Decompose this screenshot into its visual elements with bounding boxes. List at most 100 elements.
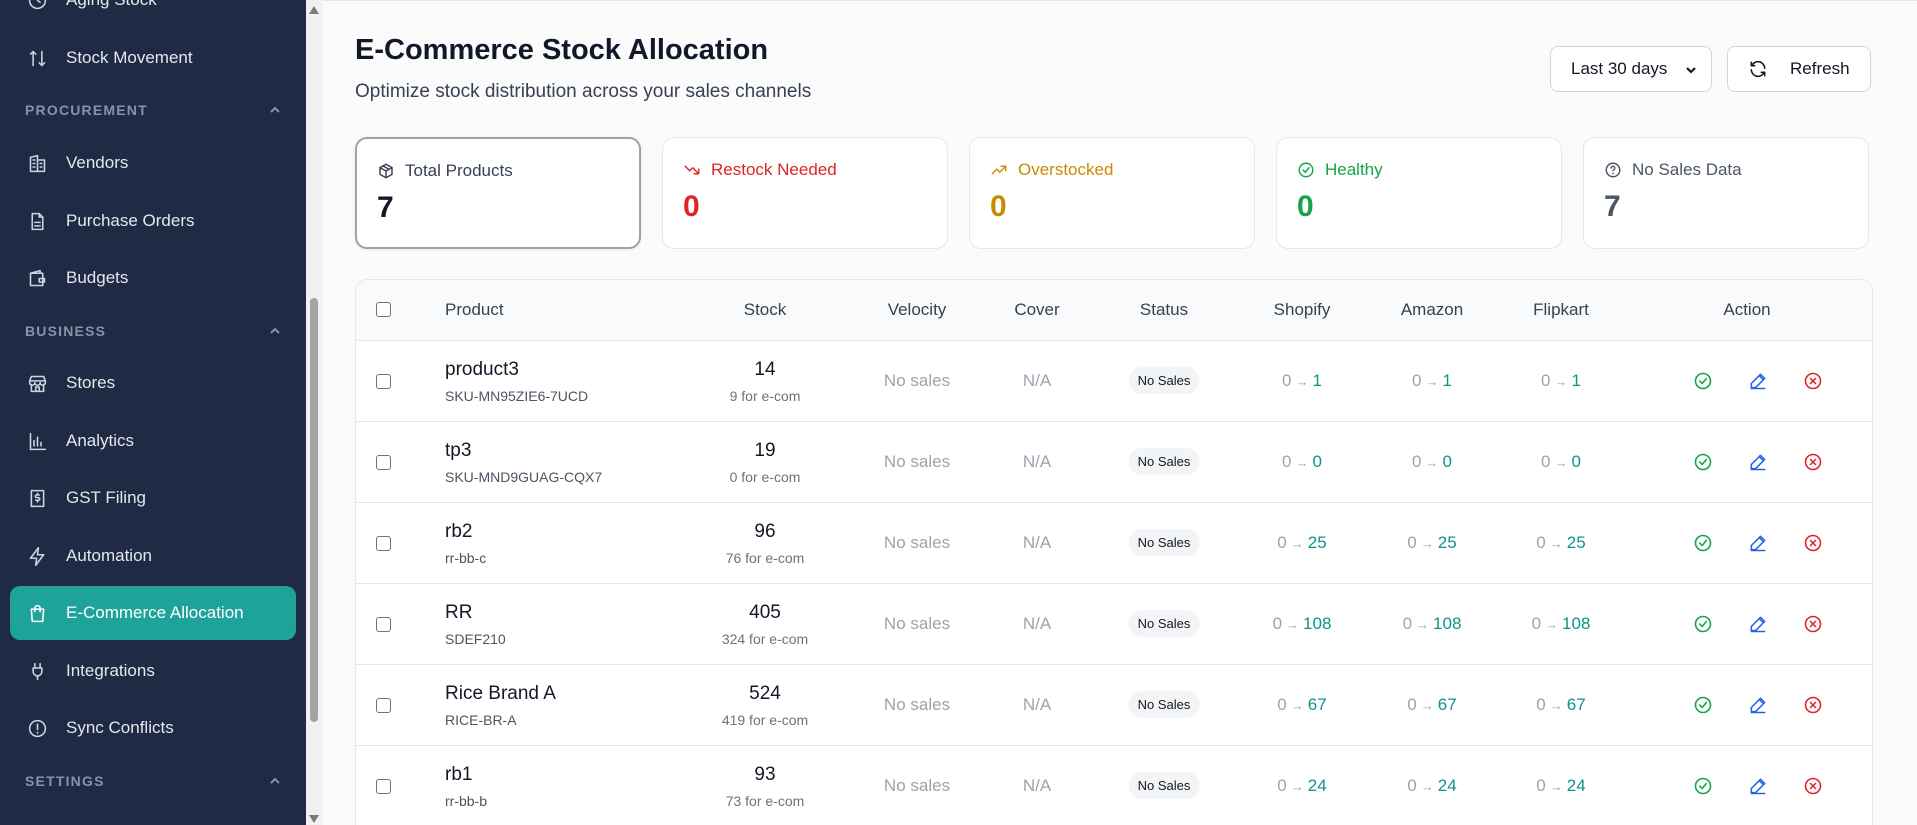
arrows-up-down-icon [26, 47, 48, 69]
sidebar-item-gst-filing[interactable]: GST Filing [10, 471, 296, 525]
column-header-stock[interactable]: Stock [743, 300, 787, 319]
reject-button[interactable] [1802, 694, 1824, 716]
reject-button[interactable] [1802, 532, 1824, 554]
cover-value: N/A [1022, 533, 1052, 552]
stat-card-no-sales-data[interactable]: No Sales Data 7 [1583, 137, 1869, 249]
section-settings[interactable]: SETTINGS [25, 773, 281, 789]
column-header-status[interactable]: Status [1139, 300, 1189, 319]
scroll-thumb[interactable] [310, 298, 318, 722]
table-header: Product Stock Velocity Cover Status Shop… [356, 280, 1872, 341]
edit-button[interactable] [1747, 532, 1769, 554]
ecom-stock: 73 for e-com [725, 793, 805, 809]
pencil-icon [1750, 616, 1766, 633]
sidebar-item-sync-conflicts[interactable]: Sync Conflicts [10, 701, 296, 755]
current-allocation: 0 [1536, 533, 1546, 552]
arrow-right-icon: → [1425, 373, 1439, 389]
help-circle-icon [1605, 162, 1621, 178]
status-badge: No Sales [1128, 529, 1200, 556]
arrow-right-icon: → [1290, 535, 1304, 551]
column-header-cover[interactable]: Cover [1014, 300, 1060, 319]
pencil-icon [1750, 697, 1766, 714]
sidebar-item-aging-stock[interactable]: Aging Stock [10, 0, 296, 27]
column-header-flipkart[interactable]: Flipkart [1533, 300, 1589, 319]
velocity-value: No sales [883, 371, 951, 390]
edit-button[interactable] [1747, 775, 1769, 797]
sidebar-item-stock-movement[interactable]: Stock Movement [10, 31, 296, 85]
ecom-stock: 76 for e-com [725, 550, 805, 566]
alert-circle-icon [26, 717, 48, 739]
stat-label: Total Products [405, 161, 513, 180]
sidebar-item-vendors[interactable]: Vendors [10, 136, 296, 190]
select-all-checkbox[interactable] [376, 302, 391, 317]
arrow-right-icon: → [1420, 778, 1434, 794]
approve-button[interactable] [1692, 775, 1714, 797]
reject-button[interactable] [1802, 775, 1824, 797]
approve-button[interactable] [1692, 613, 1714, 635]
current-allocation: 0 [1536, 776, 1546, 795]
section-procurement[interactable]: PROCUREMENT [25, 102, 281, 118]
refresh-icon [1750, 60, 1766, 78]
approve-button[interactable] [1692, 532, 1714, 554]
stat-card-healthy[interactable]: Healthy 0 [1276, 137, 1562, 249]
row-checkbox[interactable] [376, 455, 391, 470]
stat-card-total-products[interactable]: Total Products 7 [355, 137, 641, 249]
sidebar-item-ecommerce-allocation[interactable]: E-Commerce Allocation [10, 586, 296, 640]
suggested-allocation: 108 [1433, 614, 1462, 633]
current-allocation: 0 [1277, 695, 1287, 714]
edit-button[interactable] [1747, 451, 1769, 473]
row-checkbox[interactable] [376, 698, 391, 713]
sidebar-item-label: Purchase Orders [66, 211, 195, 230]
scroll-down-arrow[interactable] [309, 815, 319, 823]
reject-button[interactable] [1802, 370, 1824, 392]
approve-button[interactable] [1692, 370, 1714, 392]
status-badge: No Sales [1128, 772, 1200, 799]
ecom-stock: 324 for e-com [721, 631, 809, 647]
sidebar-item-stores[interactable]: Stores [10, 356, 296, 410]
column-header-action: Action [1723, 300, 1771, 319]
product-name: RR [445, 602, 473, 623]
sidebar-item-label: Sync Conflicts [66, 718, 174, 737]
date-range-select[interactable]: Last 30 days [1550, 46, 1712, 92]
stat-card-overstocked[interactable]: Overstocked 0 [969, 137, 1255, 249]
sidebar-item-purchase-orders[interactable]: Purchase Orders [10, 194, 296, 248]
section-business[interactable]: BUSINESS [25, 323, 281, 339]
sidebar-item-label: Aging Stock [66, 0, 157, 10]
sidebar-item-budgets[interactable]: Budgets [10, 251, 296, 305]
arrow-right-icon: → [1290, 697, 1304, 713]
row-checkbox[interactable] [376, 779, 391, 794]
sidebar-scrollbar[interactable] [306, 0, 322, 825]
status-badge: No Sales [1128, 691, 1200, 718]
product-sku: SDEF210 [445, 631, 506, 647]
stock-quantity: 524 [749, 683, 781, 704]
scroll-up-arrow[interactable] [309, 6, 319, 14]
column-header-velocity[interactable]: Velocity [887, 300, 947, 319]
row-checkbox[interactable] [376, 536, 391, 551]
sidebar-item-analytics[interactable]: Analytics [10, 414, 296, 468]
edit-button[interactable] [1747, 694, 1769, 716]
column-header-shopify[interactable]: Shopify [1273, 300, 1331, 319]
edit-button[interactable] [1747, 370, 1769, 392]
refresh-button[interactable]: Refresh [1727, 46, 1871, 92]
table-row: tp3 SKU-MND9GUAG-CQX7 19 0 for e-com No sale… [356, 422, 1872, 503]
product-sku: RICE-BR-A [445, 712, 517, 728]
row-checkbox[interactable] [376, 617, 391, 632]
bar-chart-icon [26, 430, 48, 452]
current-allocation: 0 [1412, 371, 1422, 390]
sidebar-item-label: E-Commerce Allocation [66, 603, 244, 622]
cover-value: N/A [1022, 695, 1052, 714]
edit-button[interactable] [1747, 613, 1769, 635]
arrow-right-icon: → [1420, 535, 1434, 551]
reject-button[interactable] [1802, 613, 1824, 635]
sidebar-item-automation[interactable]: Automation [10, 529, 296, 583]
stat-card-restock-needed[interactable]: Restock Needed 0 [662, 137, 948, 249]
shopify-allocation: 0 → 108 [1273, 614, 1332, 634]
reject-button[interactable] [1802, 451, 1824, 473]
row-checkbox[interactable] [376, 374, 391, 389]
column-header-amazon[interactable]: Amazon [1400, 300, 1464, 319]
sidebar-item-integrations[interactable]: Integrations [10, 644, 296, 698]
main-content: E-Commerce Stock Allocation Optimize sto… [322, 0, 1917, 825]
approve-button[interactable] [1692, 451, 1714, 473]
approve-button[interactable] [1692, 694, 1714, 716]
column-header-product[interactable]: Product [445, 300, 504, 319]
shopping-bag-icon [26, 602, 48, 624]
